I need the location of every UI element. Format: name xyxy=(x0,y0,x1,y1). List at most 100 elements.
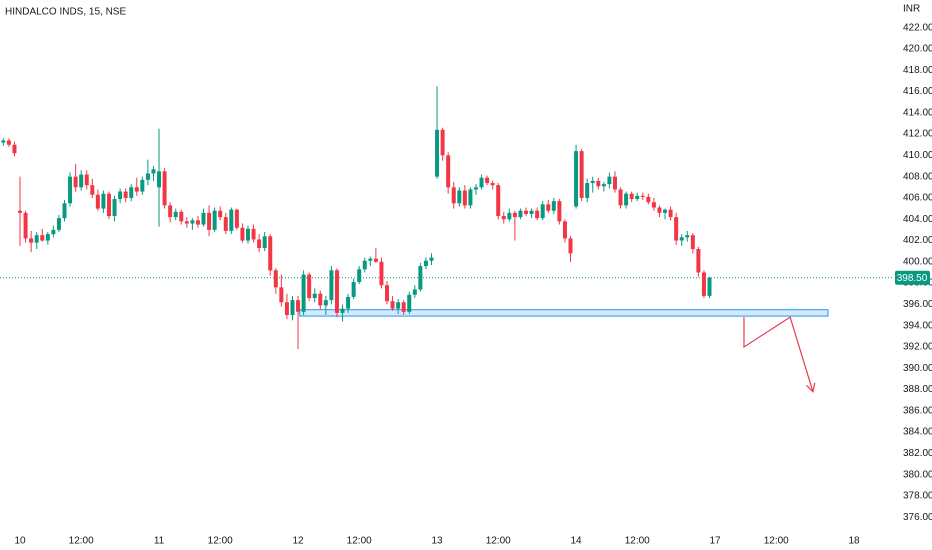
y-tick-label: 420.00 xyxy=(903,44,932,55)
candle-body xyxy=(145,173,150,180)
candle-body xyxy=(540,204,545,219)
candle-body xyxy=(546,204,551,211)
candle-body xyxy=(279,287,284,303)
candle-body xyxy=(134,187,139,192)
candle-body xyxy=(207,212,212,230)
x-tick-label: 17 xyxy=(710,536,722,547)
y-tick-label: 394.00 xyxy=(903,320,932,331)
candle-body xyxy=(179,211,184,222)
candle-body xyxy=(685,235,690,238)
candle-body xyxy=(234,209,239,228)
candle-body xyxy=(490,183,495,186)
y-tick-label: 388.00 xyxy=(903,384,932,395)
y-tick-label: 378.00 xyxy=(903,491,932,502)
x-tick-label: 12:00 xyxy=(486,536,511,547)
candle-body xyxy=(451,187,456,204)
candle-body xyxy=(62,203,67,219)
candle-body xyxy=(401,302,406,312)
candle-body xyxy=(557,201,562,222)
candle-body xyxy=(674,217,679,241)
candle-body xyxy=(290,300,295,316)
candle-body xyxy=(112,199,117,217)
candle-body xyxy=(596,180,601,187)
y-tick-label: 406.00 xyxy=(903,193,932,204)
candle-body xyxy=(496,185,501,217)
candle-body xyxy=(84,174,89,186)
candle-body xyxy=(629,193,634,200)
candle-body xyxy=(29,238,34,243)
candle-body xyxy=(618,189,623,206)
candle-body xyxy=(318,293,323,306)
y-tick-label: 408.00 xyxy=(903,171,932,182)
candle-body xyxy=(34,235,39,243)
candle-body xyxy=(262,236,267,248)
candle-body xyxy=(296,300,301,312)
candle-body xyxy=(418,266,423,290)
candle-body xyxy=(407,294,412,312)
currency-label: INR xyxy=(903,4,920,15)
candle-body xyxy=(640,195,645,197)
candle-body xyxy=(23,212,28,239)
candle-body xyxy=(251,228,256,240)
x-tick-label: 13 xyxy=(431,536,443,547)
arrow-head xyxy=(806,382,816,393)
y-tick-label: 400.00 xyxy=(903,256,932,267)
candle-body xyxy=(307,274,312,298)
y-tick-label: 410.00 xyxy=(903,150,932,161)
candle-body xyxy=(657,207,662,213)
candle-body xyxy=(18,210,23,213)
candle-body xyxy=(157,171,162,188)
candle-body xyxy=(696,249,701,273)
y-tick-label: 414.00 xyxy=(903,107,932,118)
candle-body xyxy=(446,155,451,188)
candle-body xyxy=(396,302,401,309)
candle-body xyxy=(423,260,428,267)
x-tick-label: 12:00 xyxy=(69,536,94,547)
candle-body xyxy=(690,235,695,250)
y-tick-label: 418.00 xyxy=(903,65,932,76)
y-tick-label: 402.00 xyxy=(903,235,932,246)
y-tick-label: 390.00 xyxy=(903,363,932,374)
x-tick-label: 18 xyxy=(849,536,861,547)
candle-body xyxy=(579,151,584,198)
candle-body xyxy=(707,277,712,296)
candle-body xyxy=(651,202,656,208)
candle-body xyxy=(257,239,262,248)
candle-body xyxy=(162,171,167,206)
candle-body xyxy=(568,238,573,254)
y-tick-label: 416.00 xyxy=(903,86,932,97)
x-tick-label: 12:00 xyxy=(347,536,372,547)
candle-body xyxy=(12,144,17,154)
candle-body xyxy=(95,194,100,209)
candle-body xyxy=(435,129,440,177)
candle-body xyxy=(551,201,556,211)
candle-body xyxy=(574,151,579,207)
candle-body xyxy=(40,235,45,241)
candle-body xyxy=(223,217,228,231)
candle-body xyxy=(201,212,206,225)
y-tick-label: 422.00 xyxy=(903,22,932,33)
candle-body xyxy=(379,261,384,286)
candle-body xyxy=(301,274,306,312)
candle-body xyxy=(468,189,473,206)
candle-body xyxy=(351,282,356,297)
candle-body xyxy=(68,176,73,204)
y-tick-label: 386.00 xyxy=(903,405,932,416)
candle-body xyxy=(357,269,362,283)
y-tick-label: 392.00 xyxy=(903,342,932,353)
last-price-label: 398.50 xyxy=(897,273,928,284)
candle-body xyxy=(362,260,367,270)
y-tick-label: 380.00 xyxy=(903,469,932,480)
candle-body xyxy=(190,220,195,224)
candle-body xyxy=(501,216,506,220)
candle-body xyxy=(473,187,478,190)
candle-body xyxy=(646,196,651,203)
candle-body xyxy=(1,140,6,143)
candle-body xyxy=(512,212,517,218)
candle-body xyxy=(73,176,78,188)
candle-body xyxy=(334,270,339,313)
candle-body xyxy=(390,301,395,309)
candle-body xyxy=(535,210,540,219)
candle-body xyxy=(663,209,668,213)
candle-body xyxy=(518,210,523,218)
